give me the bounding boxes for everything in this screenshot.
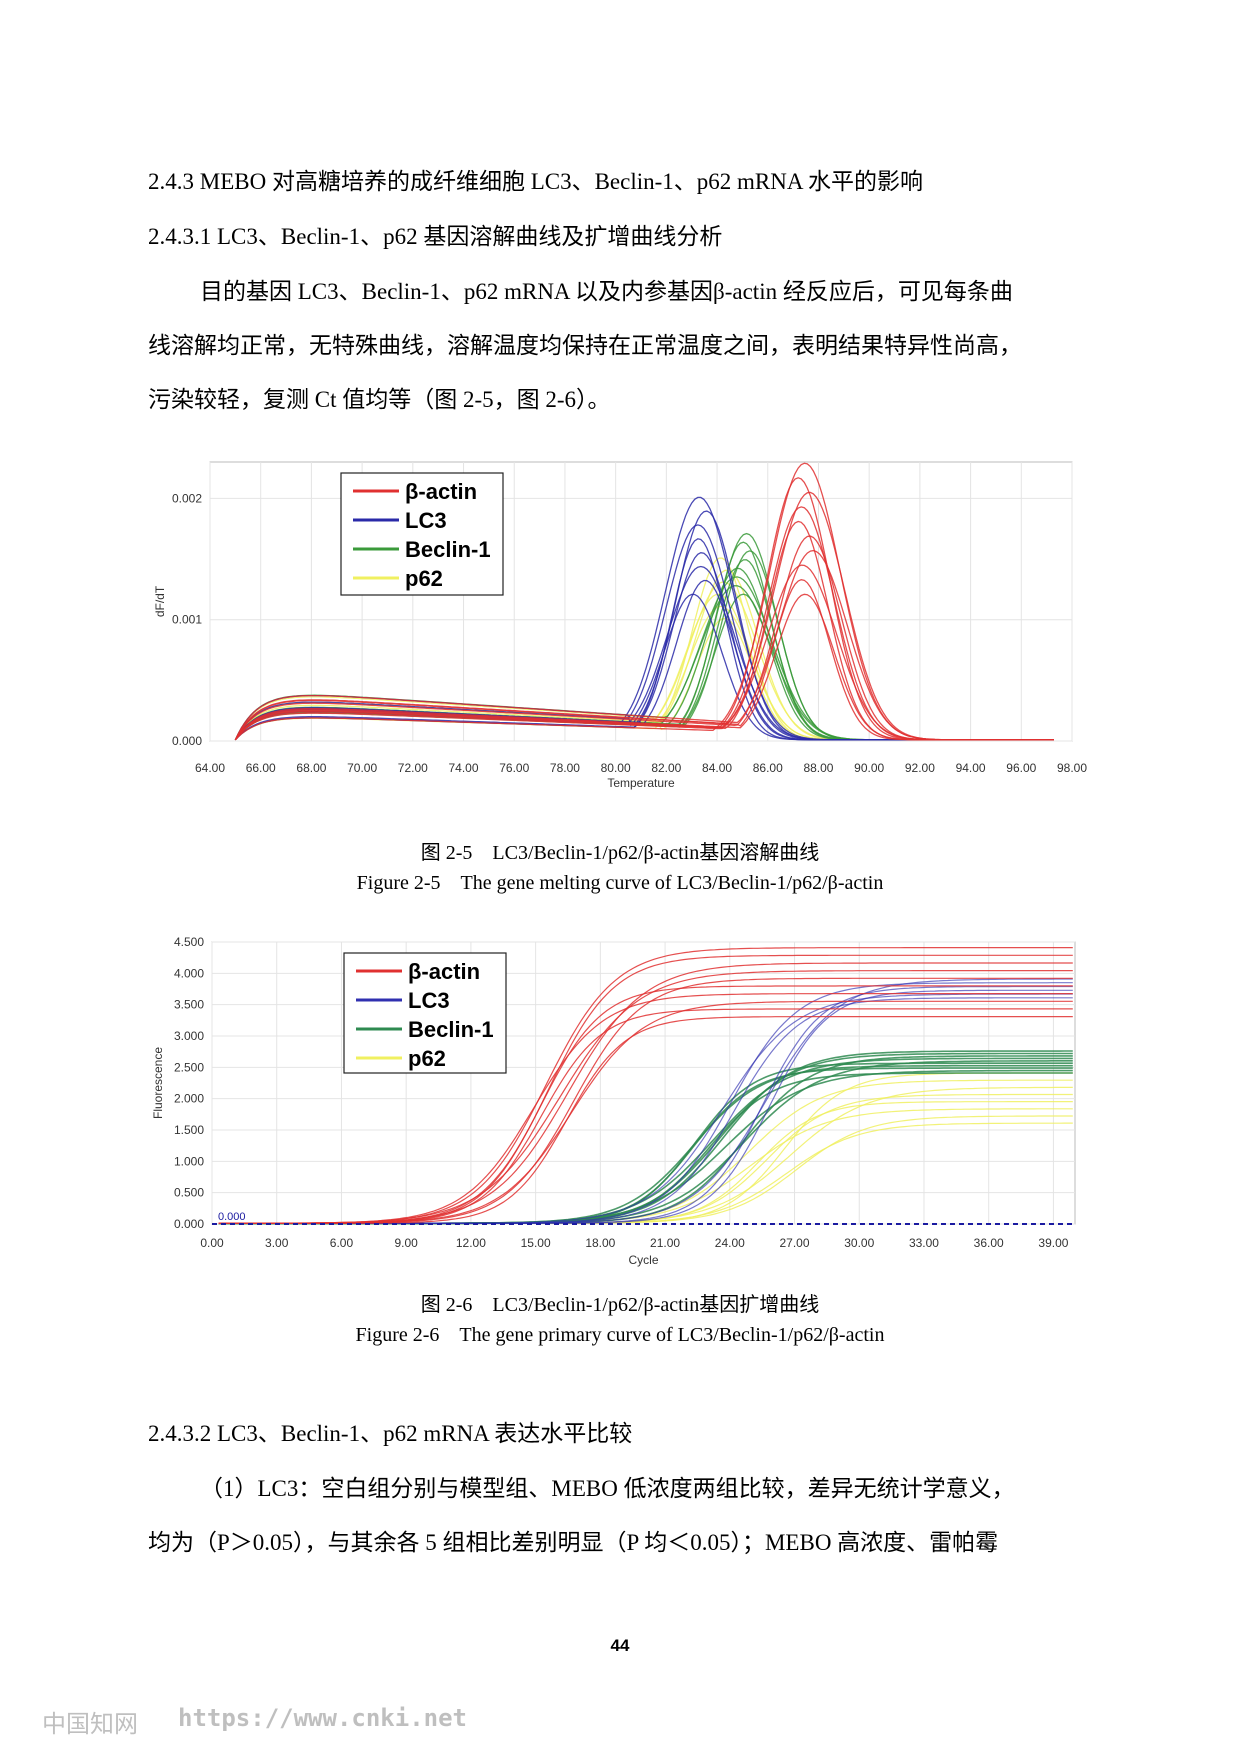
x-tick-label: 90.00 — [854, 761, 884, 775]
x-tick-label: 27.00 — [780, 1236, 810, 1250]
y-tick-label: 0.002 — [172, 491, 202, 505]
threshold-label: 0.000 — [218, 1211, 246, 1223]
figure-2-5-caption-en: Figure 2-5 The gene melting curve of LC3… — [356, 872, 884, 894]
x-tick-label: 3.00 — [265, 1236, 289, 1250]
paragraph-line-2: 线溶解均正常，无特殊曲线，溶解温度均保持在正常温度之间，表明结果特异性尚高， — [148, 333, 1022, 358]
x-tick-label: 94.00 — [956, 761, 986, 775]
legend-label: Beclin-1 — [405, 537, 491, 562]
x-tick-label: 33.00 — [909, 1236, 939, 1250]
y-tick-label: 0.000 — [172, 734, 202, 748]
legend-label: Beclin-1 — [408, 1017, 494, 1042]
x-tick-label: 76.00 — [499, 761, 529, 775]
melting-curve-actin — [234, 477, 1054, 741]
legend-label: p62 — [408, 1046, 446, 1071]
paragraph-line-1: 目的基因 LC3、Beclin-1、p62 mRNA 以及内参基因β-actin… — [200, 279, 1013, 304]
paragraph-line-3: 污染较轻，复测 Ct 值均等（图 2-5，图 2-6）。 — [148, 387, 611, 412]
x-tick-label: 68.00 — [296, 761, 326, 775]
melting-curve-actin — [234, 462, 1054, 741]
y-tick-label: 1.000 — [174, 1154, 204, 1168]
x-tick-label: 6.00 — [330, 1236, 354, 1250]
x-tick-label: 96.00 — [1006, 761, 1036, 775]
x-tick-label: 86.00 — [753, 761, 783, 775]
paragraph-lc3-line-2: 均为（P＞0.05），与其余各 5 组相比差别明显（P 均＜0.05）；MEBO… — [148, 1530, 999, 1555]
y-axis-label: dF/dT — [153, 585, 167, 617]
x-tick-label: 24.00 — [715, 1236, 745, 1250]
x-tick-label: 21.00 — [650, 1236, 680, 1250]
legend-label: LC3 — [405, 508, 447, 533]
x-tick-label: 70.00 — [347, 761, 377, 775]
melting-curves — [234, 462, 1054, 741]
legend-label: LC3 — [408, 988, 450, 1013]
x-tick-label: 0.00 — [200, 1236, 224, 1250]
y-tick-label: 3.000 — [174, 1029, 204, 1043]
watermark-cnki-url: https://www.cnki.net — [178, 1704, 467, 1732]
page-number: 44 — [610, 1636, 630, 1655]
section-heading-2-4-3-1: 2.4.3.1 LC3、Beclin-1、p62 基因溶解曲线及扩增曲线分析 — [148, 224, 723, 249]
section-heading-2-4-3: 2.4.3 MEBO 对高糖培养的成纤维细胞 LC3、Beclin-1、p62 … — [148, 169, 923, 194]
y-tick-label: 4.000 — [174, 966, 204, 980]
legend-label: β-actin — [408, 959, 480, 984]
x-tick-label: 80.00 — [601, 761, 631, 775]
amplification-curve-chart: 0.00 3.00 6.00 9.00 12.00 15.00 18.00 21.00 24.0… — [151, 935, 1076, 1267]
y-tick-label: 4.500 — [174, 935, 204, 949]
y-tick-label: 0.000 — [174, 1217, 204, 1231]
figure-2-6-caption-cn: 图 2-6 LC3/Beclin-1/p62/β-actin基因扩增曲线 — [420, 1294, 820, 1316]
x-tick-label: 82.00 — [651, 761, 681, 775]
y-tick-label: 2.500 — [174, 1060, 204, 1074]
x-tick-label: 66.00 — [246, 761, 276, 775]
section-heading-2-4-3-2: 2.4.3.2 LC3、Beclin-1、p62 mRNA 表达水平比较 — [148, 1421, 633, 1446]
x-tick-label: 74.00 — [449, 761, 479, 775]
y-tick-label: 0.001 — [172, 613, 202, 627]
x-axis-label: Temperature — [607, 776, 675, 790]
x-tick-label: 64.00 — [195, 761, 225, 775]
y-tick-label: 0.500 — [174, 1186, 204, 1200]
legend-label: β-actin — [405, 479, 477, 504]
legend-box — [340, 472, 504, 596]
figure-2-6-caption-en: Figure 2-6 The gene primary curve of LC3… — [355, 1324, 885, 1346]
paragraph-lc3-line-1: （1）LC3：空白组分别与模型组、MEBO 低浓度两组比较，差异无统计学意义， — [200, 1476, 1015, 1501]
legend-label: p62 — [405, 566, 443, 591]
x-tick-label: 88.00 — [803, 761, 833, 775]
x-tick-label: 98.00 — [1057, 761, 1087, 775]
x-tick-label: 39.00 — [1038, 1236, 1068, 1250]
x-tick-label: 84.00 — [702, 761, 732, 775]
melting-curve-chart: 64.00 66.00 68.00 70.00 72.00 74.00 76.00 78.00… — [153, 461, 1087, 790]
x-tick-label: 9.00 — [394, 1236, 418, 1250]
watermark-cnki-logo: 中国知网 — [42, 1710, 138, 1738]
x-tick-label: 78.00 — [550, 761, 580, 775]
x-tick-label: 30.00 — [844, 1236, 874, 1250]
x-tick-label: 15.00 — [521, 1236, 551, 1250]
y-axis-label: Fluorescence — [151, 1047, 165, 1119]
x-tick-label: 72.00 — [398, 761, 428, 775]
y-tick-label: 3.500 — [174, 998, 204, 1012]
y-tick-label: 2.000 — [174, 1092, 204, 1106]
x-axis-label: Cycle — [628, 1253, 658, 1267]
y-tick-label: 1.500 — [174, 1123, 204, 1137]
x-tick-label: 92.00 — [905, 761, 935, 775]
legend-box — [343, 952, 507, 1074]
x-tick-label: 12.00 — [456, 1236, 486, 1250]
x-tick-label: 36.00 — [974, 1236, 1004, 1250]
figure-2-5-caption-cn: 图 2-5 LC3/Beclin-1/p62/β-actin基因溶解曲线 — [420, 842, 820, 864]
x-tick-label: 18.00 — [585, 1236, 615, 1250]
amplification-curve-actin — [218, 947, 1073, 1224]
